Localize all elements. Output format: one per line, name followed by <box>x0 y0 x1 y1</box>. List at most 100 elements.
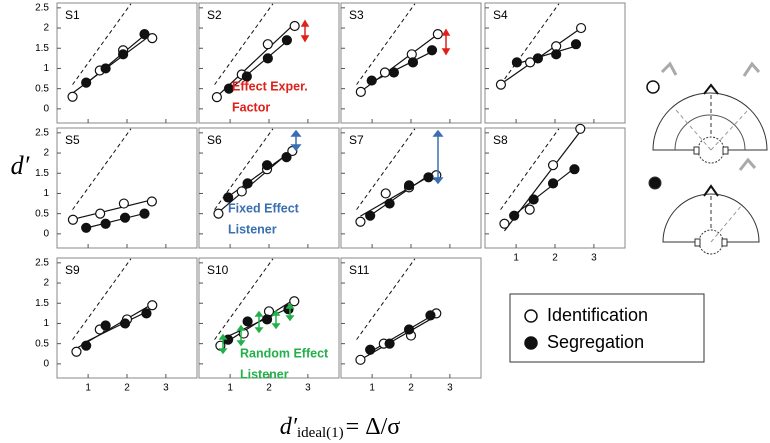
y-tick-label: 2.5 <box>35 257 49 268</box>
x-tick-label: 3 <box>163 383 169 394</box>
x-tick-label: 1 <box>513 253 519 264</box>
y-axis-label: d′ <box>11 151 30 180</box>
y-tick-label: 0.5 <box>35 208 49 219</box>
reference-line <box>500 3 560 85</box>
fit-line <box>72 199 153 220</box>
legend-marker <box>524 309 538 323</box>
segregation-point <box>100 320 111 331</box>
y-tick-label: 1 <box>43 318 49 329</box>
identification-point <box>118 198 129 209</box>
x-tick-label: 1 <box>85 383 91 394</box>
x-label-rest: = Δ/σ <box>346 414 401 440</box>
y-tick-label: 2 <box>43 23 49 34</box>
segregation-point <box>403 324 415 335</box>
segregation-point <box>547 178 559 189</box>
y-tick-label: 2.5 <box>35 127 49 138</box>
segregation-point <box>365 210 376 221</box>
reference-line <box>214 258 274 340</box>
segregation-point <box>365 344 376 355</box>
segregation-point <box>384 338 395 349</box>
segregation-point <box>532 53 543 64</box>
identification-point <box>146 196 157 207</box>
identification-point <box>525 57 536 68</box>
legend-box <box>509 293 705 363</box>
fit-line <box>85 34 145 85</box>
x-label-subscript: ideal(1) <box>297 425 344 441</box>
identification-point <box>575 123 586 134</box>
segregation-point <box>528 194 539 205</box>
segregation-point <box>141 308 152 319</box>
identification-point <box>95 208 106 219</box>
segregation-point <box>81 222 92 233</box>
y-tick-label: 0 <box>43 358 49 369</box>
panel-title: S9 <box>65 263 80 277</box>
reference-line <box>500 128 560 210</box>
fit-line <box>86 212 145 229</box>
segregation-point <box>569 164 580 175</box>
segregation-point <box>384 198 395 209</box>
legend-label: Segregation <box>547 332 644 352</box>
segregation-point <box>570 39 582 50</box>
x-tick-label: 2 <box>552 253 558 264</box>
blue-arrows <box>290 129 444 185</box>
segregation-point <box>119 212 131 223</box>
segregation-point <box>100 218 111 229</box>
identification-point <box>380 188 391 199</box>
identification-point <box>379 67 391 78</box>
reference-line <box>72 128 132 210</box>
reference-line <box>72 258 132 340</box>
y-tick-label: 1.5 <box>35 43 49 54</box>
identification-point <box>147 300 158 311</box>
segregation-point <box>139 29 150 40</box>
reference-line <box>356 258 416 340</box>
annotation: Effect Exper. <box>232 79 308 93</box>
annotation: Listener <box>228 222 277 236</box>
fit-line <box>371 51 433 83</box>
panel-frame <box>484 2 626 124</box>
identification-point <box>524 204 535 215</box>
y-tick-label: 1 <box>43 188 49 199</box>
legend-label: Identification <box>547 305 648 325</box>
fit-line <box>513 167 575 216</box>
reference-line <box>356 128 416 210</box>
identification-point <box>575 22 587 34</box>
x-tick-label: 1 <box>227 383 233 394</box>
segregation-point <box>223 192 234 203</box>
x-tick-label: 3 <box>447 383 453 394</box>
identification-point <box>355 216 366 227</box>
identification-point <box>499 218 510 229</box>
reference-line <box>72 3 132 85</box>
panel-title: S6 <box>207 133 222 147</box>
x-label-main: d′ <box>280 414 298 440</box>
identification-point <box>495 79 507 90</box>
reference-line <box>356 3 416 85</box>
identification-point <box>67 91 78 102</box>
fit-line <box>85 311 147 343</box>
y-tick-label: 0.5 <box>35 338 49 349</box>
identification-point <box>355 86 366 97</box>
annotation: Fixed Effect <box>228 201 300 215</box>
segregation-point <box>281 35 292 46</box>
identification-point <box>432 29 443 40</box>
legend-marker <box>524 336 538 350</box>
identification-point <box>67 214 79 225</box>
segregation-point <box>388 67 399 78</box>
segregation-point <box>81 340 92 351</box>
identification-point <box>147 33 158 44</box>
segregation-point <box>118 49 129 60</box>
panel-frame <box>198 127 340 249</box>
x-tick-label: 2 <box>124 383 130 394</box>
x-tick-label: 2 <box>266 383 272 394</box>
panel-title: S5 <box>65 133 80 147</box>
panel-title: S8 <box>493 133 508 147</box>
segregation-point <box>223 83 235 94</box>
segregation-point <box>281 151 292 163</box>
x-tick-label: 2 <box>408 383 414 394</box>
segregation-point <box>403 180 415 191</box>
fit-line <box>228 40 288 91</box>
y-tick-label: 0 <box>43 103 49 114</box>
segregation-point <box>423 172 434 183</box>
segregation-point <box>242 178 253 189</box>
reference-line <box>214 3 274 85</box>
